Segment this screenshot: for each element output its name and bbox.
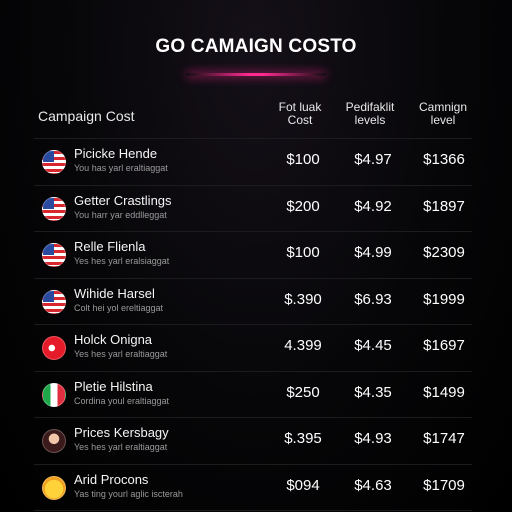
level-value: $4.93 — [354, 430, 392, 447]
cost-value: $100 — [286, 244, 320, 261]
table-row[interactable]: Picicke Hende You has yarl eraltiaggat $… — [34, 138, 472, 186]
table-row[interactable]: Pletie Hilstina Cordina youl eraltiaggat… — [34, 372, 472, 418]
table-row[interactable]: Relle Flienla Yes hes yarl eralsiaggat $… — [34, 232, 472, 279]
cost-value: $100 — [286, 151, 320, 168]
camnign-level-header: Camnign level — [408, 101, 478, 127]
campaign-name: Pletie Hilstina — [74, 378, 153, 394]
campaign-level-value: $1897 — [423, 197, 465, 215]
cost-value: $.390 — [284, 290, 322, 308]
campaign-subtitle: Yes hes yarl eraltiaggat — [74, 442, 168, 452]
campaign-subtitle: You has yarl eraltiaggat — [74, 163, 168, 173]
header-line: Camnign — [418, 100, 468, 114]
campaign-subtitle: Cordina youl eraltiaggat — [74, 395, 170, 406]
campaign-name: Getter Crastlings — [74, 192, 172, 208]
campaign-level-value: $1499 — [423, 383, 465, 401]
us-flag-icon — [42, 196, 66, 221]
campaign-table: Picicke Hende You has yarl eraltiaggat $… — [34, 138, 472, 511]
table-row[interactable]: Arid Procons Yas ting yourl aglic iscter… — [34, 465, 472, 511]
cost-value: 4.399 — [284, 337, 322, 354]
campaign-level-value: $1747 — [423, 430, 465, 447]
campaign-cost-header: Campaign Cost — [38, 108, 135, 124]
campaign-name: Holck Onigna — [74, 332, 153, 347]
cost-value: $094 — [286, 476, 320, 494]
pedifaklit-levels-header: Pedifaklit levels — [335, 101, 405, 127]
level-value: $4.35 — [354, 383, 392, 401]
cost-value: $.395 — [284, 430, 322, 447]
us-flag-icon — [42, 243, 66, 267]
italy-flag-icon — [42, 382, 66, 407]
table-row[interactable]: Prices Kersbagy Yes hes yarl eraltiaggat… — [34, 418, 472, 465]
campaign-name: Wihide Harsel — [74, 285, 155, 301]
campaign-level-value: $1709 — [423, 476, 465, 494]
table-row[interactable]: Holck Onigna Yes hes yarl eraltiaggat 4.… — [34, 325, 472, 372]
campaign-subtitle: Yes hes yarl eralsiaggat — [74, 256, 170, 266]
header-line: Cost — [287, 113, 313, 127]
campaign-name: Picicke Hende — [74, 146, 158, 161]
level-value: $4.92 — [354, 197, 392, 215]
page-title: GO CAMAIGN COSTO — [155, 36, 357, 57]
level-value: $4.63 — [354, 476, 392, 494]
us-flag-icon — [42, 150, 66, 174]
table-row[interactable]: Getter Crastlings You harr yar eddllegga… — [34, 186, 472, 232]
header-line: levels — [354, 113, 386, 127]
campaign-name: Prices Kersbagy — [74, 425, 169, 440]
level-value: $4.97 — [354, 151, 392, 168]
campaign-level-value: $1999 — [423, 290, 465, 308]
header-line: Fot luak — [278, 100, 322, 114]
table-row[interactable]: Wihide Harsel Colt hei yol ereltiaggat $… — [34, 279, 472, 325]
fot-luak-cost-header: Fot luak Cost — [265, 101, 335, 127]
cost-value: $200 — [286, 197, 320, 215]
avatar-face-icon — [42, 429, 66, 453]
campaign-name: Relle Flienla — [74, 239, 146, 254]
table-header: Campaign Cost Fot luak Cost Pedifaklit l… — [0, 100, 512, 134]
campaign-subtitle: Colt hei yol ereltiaggat — [74, 302, 164, 313]
turkey-flag-icon — [42, 336, 66, 360]
campaign-subtitle: You harr yar eddlleggat — [74, 209, 167, 220]
title-accent-bar — [186, 73, 326, 76]
cost-value: $250 — [286, 383, 320, 401]
level-value: $6.93 — [354, 290, 392, 308]
us-flag-icon — [42, 289, 66, 314]
header-line: level — [430, 113, 456, 127]
campaign-level-value: $1366 — [423, 151, 465, 168]
header-line: Pedifaklit — [345, 100, 395, 114]
campaign-level-value: $2309 — [423, 244, 465, 261]
campaign-subtitle: Yas ting yourl aglic iscterah — [74, 488, 183, 499]
smiley-icon — [42, 475, 66, 500]
campaign-level-value: $1697 — [423, 337, 465, 354]
level-value: $4.45 — [354, 337, 392, 354]
level-value: $4.99 — [354, 244, 392, 261]
campaign-subtitle: Yes hes yarl eraltiaggat — [74, 349, 168, 359]
campaign-name: Arid Procons — [74, 471, 149, 487]
